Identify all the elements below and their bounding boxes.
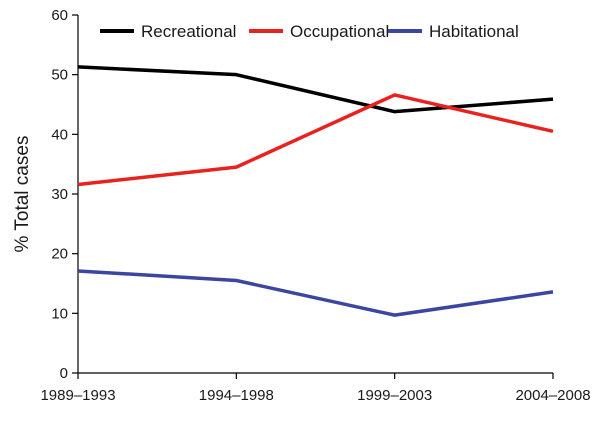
x-tick-label: 2004–2008 (515, 387, 590, 404)
series-line-recreational (77, 65, 554, 114)
x-tick-label: 1989–1993 (40, 387, 115, 404)
y-tick-label: 20 (51, 246, 68, 263)
series-line-habitational (77, 269, 554, 317)
y-tick-label: 30 (51, 186, 68, 203)
y-tick-label: 10 (51, 305, 68, 322)
y-tick-label: 50 (51, 67, 68, 84)
x-tick-label: 1999–2003 (357, 387, 432, 404)
legend-label-occupational: Occupational (290, 22, 389, 41)
y-axis-title: % Total cases (12, 136, 33, 253)
legend: Recreational Occupational Habitational (100, 22, 519, 41)
legend-label-recreational: Recreational (141, 22, 236, 41)
series-line-occupational (77, 93, 554, 187)
y-tick-label: 60 (51, 7, 68, 24)
legend-label-habitational: Habitational (429, 22, 519, 41)
y-axis: 0 10 20 30 40 50 60 (51, 7, 79, 382)
x-axis: 1989–1993 1994–1998 1999–2003 2004–2008 (40, 372, 591, 404)
y-tick-label: 0 (60, 365, 68, 382)
series-lines (77, 65, 554, 317)
x-tick-label: 1994–1998 (199, 387, 274, 404)
y-tick-label: 40 (51, 126, 68, 143)
